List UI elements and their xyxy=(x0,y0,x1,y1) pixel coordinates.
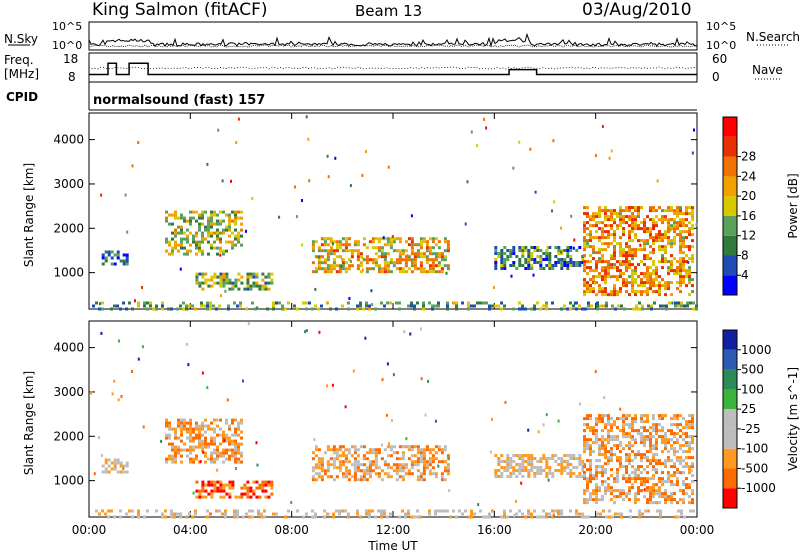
power-colorbar-cell-0 xyxy=(723,275,737,295)
power-colorbar-cell-5 xyxy=(723,176,737,197)
velocity-colorbar-tick-label-3: 25 xyxy=(741,402,756,416)
power-colorbar-tick-label-0: 4 xyxy=(741,268,749,282)
nsky-tick-bottom: 10^0 xyxy=(52,39,83,52)
velocity-colorbar-tick-label-2: 100 xyxy=(741,382,764,396)
xtick-label-5: 20:00 xyxy=(578,523,613,537)
station-title: King Salmon (fitACF) xyxy=(92,0,268,20)
nsearch-tick-top: 10^5 xyxy=(706,20,737,33)
nave-tick-top: 60 xyxy=(712,52,728,66)
ytick-label-2-0: 1000 xyxy=(53,474,84,488)
power-colorbar-tick-label-1: 8 xyxy=(741,248,749,262)
power-colorbar-tick-label-6: 28 xyxy=(741,150,756,164)
power-colorbar-cell-3 xyxy=(723,215,737,236)
date-title: 03/Aug/2010 xyxy=(582,0,692,20)
ylabel-2: Slant Range [km] xyxy=(22,371,36,475)
power-colorbar-tick-label-4: 20 xyxy=(741,189,756,203)
nsky-panel-frame xyxy=(88,21,698,51)
xtick-label-0: 00:00 xyxy=(72,523,107,537)
xtick-label-4: 16:00 xyxy=(477,523,512,537)
nsearch-label: N.Search xyxy=(746,30,800,44)
velocity-colorbar-cell-4 xyxy=(723,409,737,429)
ytick-label-1-1: 2000 xyxy=(53,221,84,235)
echo-group-1 xyxy=(92,115,698,311)
nave-line xyxy=(88,66,696,70)
power-colorbar-cell-7 xyxy=(723,136,737,157)
xtick-label-1: 04:00 xyxy=(173,523,208,537)
beam-title: Beam 13 xyxy=(355,2,423,20)
power-colorbar-cell-1 xyxy=(723,255,737,276)
velocity-colorbar-tick-label-1: 500 xyxy=(741,363,764,377)
freq-tick-top: 18 xyxy=(63,52,79,66)
ytick-label-2-3: 4000 xyxy=(53,341,84,355)
nsky-line xyxy=(88,32,698,48)
ytick-label-2-2: 3000 xyxy=(53,385,84,399)
ytick-label-1-3: 4000 xyxy=(53,133,84,147)
nave-tick-bottom: 0 xyxy=(712,70,720,84)
velocity-colorbar-tick-label-4: -25 xyxy=(741,422,761,436)
nave-label: Nave xyxy=(752,63,783,77)
velocity-colorbar-tick-label-0: 1000 xyxy=(741,343,772,357)
power-colorbar-cell-8 xyxy=(723,117,737,137)
power-colorbar-cell-2 xyxy=(723,235,737,256)
velocity-colorbar-tick-label-7: -1000 xyxy=(741,481,776,495)
freq-panel-frame xyxy=(88,52,698,83)
xlabel: Time UT xyxy=(367,539,418,553)
xtick-label-3: 12:00 xyxy=(376,523,411,537)
power-colorbar-label: Power [dB] xyxy=(786,173,800,238)
mode-text: normalsound (fast) 157 xyxy=(93,93,266,108)
velocity-colorbar-cell-2 xyxy=(723,448,737,469)
power-colorbar-tick-label-2: 12 xyxy=(741,229,756,243)
velocity-colorbar-cell-6 xyxy=(723,369,737,390)
power-colorbar-frame xyxy=(722,116,738,296)
xtick-label-2: 08:00 xyxy=(274,523,309,537)
ytick-label-1-0: 1000 xyxy=(53,266,84,280)
freq-tick-bottom: 8 xyxy=(68,70,76,84)
freq-label: Freq. xyxy=(4,53,34,67)
echo-group-2 xyxy=(90,322,695,519)
velocity-colorbar-tick-label-6: -500 xyxy=(741,461,768,475)
velocity-colorbar-tick-label-5: -100 xyxy=(741,442,768,456)
freq-unit-label: [MHz] xyxy=(4,67,40,81)
velocity-colorbar-cell-0 xyxy=(723,488,737,508)
power-colorbar-tick-label-3: 16 xyxy=(741,209,756,223)
freq-line xyxy=(89,62,697,76)
xtick-label-6: 00:00 xyxy=(680,523,715,537)
nsky-label: N.Sky xyxy=(4,32,39,46)
cpid-label: CPID xyxy=(6,90,39,104)
nsearch-tick-bottom: 10^0 xyxy=(706,39,737,52)
velocity-colorbar-frame xyxy=(722,329,738,509)
power-colorbar-cell-6 xyxy=(723,156,737,177)
velocity-colorbar-cell-7 xyxy=(723,349,737,370)
velocity-colorbar-cell-8 xyxy=(723,330,737,350)
velocity-colorbar-cell-3 xyxy=(723,428,737,449)
ytick-label-2-1: 2000 xyxy=(53,429,84,443)
ytick-label-1-2: 3000 xyxy=(53,177,84,191)
velocity-colorbar-cell-5 xyxy=(723,389,737,410)
velocity-colorbar-label: Velocity [m s^-1] xyxy=(786,367,800,471)
velocity-colorbar-cell-1 xyxy=(723,468,737,489)
nsearch-line xyxy=(88,44,698,48)
power-colorbar-tick-label-5: 24 xyxy=(741,169,756,183)
nsky-tick-top: 10^5 xyxy=(52,20,83,33)
power-colorbar-cell-4 xyxy=(723,196,737,216)
ylabel-1: Slant Range [km] xyxy=(22,163,36,267)
